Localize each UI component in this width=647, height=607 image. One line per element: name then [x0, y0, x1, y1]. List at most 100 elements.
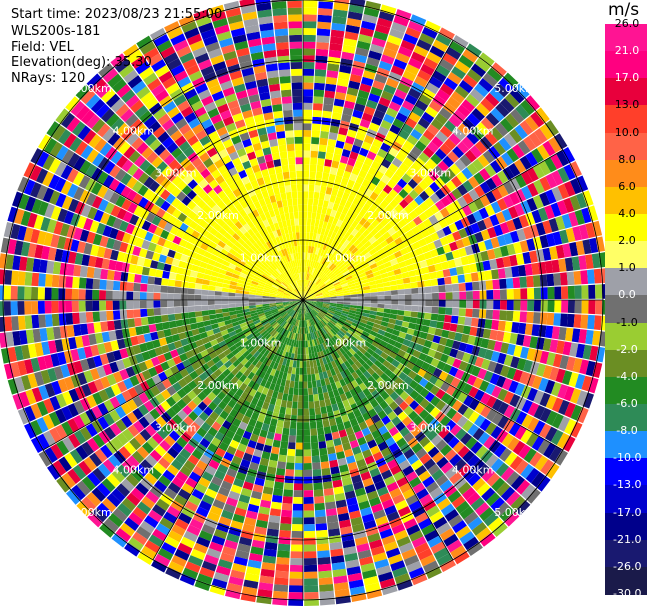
range-gate	[176, 180, 188, 191]
range-gate	[544, 379, 556, 394]
range-gate	[24, 286, 32, 300]
range-gate	[49, 427, 62, 443]
range-gate	[234, 449, 245, 459]
range-gate	[141, 220, 152, 231]
range-gate	[389, 208, 399, 218]
range-gate	[140, 317, 149, 326]
range-gate	[283, 294, 290, 298]
range-gate	[179, 465, 192, 477]
range-gate	[206, 199, 217, 209]
range-gate	[61, 472, 76, 489]
range-gate	[317, 557, 331, 565]
range-gate	[73, 156, 86, 171]
range-gate	[310, 282, 315, 289]
range-gate	[256, 324, 264, 330]
range-gate	[147, 223, 158, 234]
range-gate	[147, 316, 156, 325]
range-gate	[513, 345, 523, 358]
range-gate	[192, 406, 203, 417]
range-gate	[445, 180, 457, 192]
range-gate	[100, 268, 109, 280]
range-gate	[165, 182, 177, 193]
range-gate	[311, 137, 320, 145]
range-gate	[534, 455, 549, 471]
range-gate	[307, 289, 313, 296]
range-gate	[328, 354, 334, 362]
range-gate	[334, 588, 350, 598]
range-gate	[581, 207, 592, 224]
range-gate	[171, 476, 185, 489]
range-gate	[241, 297, 249, 300]
range-gate	[483, 370, 494, 383]
range-gate	[272, 312, 280, 317]
range-gate	[479, 194, 491, 207]
range-gate	[14, 240, 24, 256]
range-gate	[416, 488, 429, 500]
range-gate	[32, 258, 41, 273]
range-gate	[86, 437, 100, 452]
range-gate	[187, 235, 197, 245]
range-gate	[371, 340, 380, 348]
range-gate	[263, 349, 270, 357]
range-gate	[325, 208, 333, 216]
range-gate	[311, 310, 317, 316]
range-gate	[491, 187, 503, 201]
range-gate	[226, 390, 236, 399]
range-gate	[451, 307, 460, 316]
range-gate	[404, 300, 412, 306]
range-gate	[436, 522, 452, 535]
range-gate	[185, 477, 198, 489]
range-gate	[396, 437, 407, 448]
range-gate	[207, 300, 215, 305]
range-gate	[132, 531, 148, 546]
range-gate	[230, 334, 239, 341]
range-gate	[250, 312, 258, 317]
range-gate	[332, 279, 340, 285]
range-gate	[320, 130, 329, 139]
range-gate	[147, 276, 156, 285]
range-gate	[161, 211, 172, 222]
range-gate	[414, 247, 424, 256]
range-gate	[214, 332, 223, 339]
range-gate	[306, 367, 311, 375]
range-gate	[194, 305, 202, 312]
range-gate	[194, 416, 205, 427]
range-gate	[250, 244, 258, 252]
range-gate	[297, 326, 301, 334]
range-gate	[360, 506, 373, 517]
range-gate	[367, 166, 378, 176]
range-gate	[341, 310, 349, 315]
range-gate	[207, 130, 219, 141]
range-gate	[275, 325, 282, 332]
range-gate	[303, 524, 316, 532]
range-gate	[242, 350, 251, 358]
range-gate	[271, 321, 278, 328]
range-gate	[349, 173, 358, 182]
range-gate	[68, 198, 79, 213]
range-gate	[450, 424, 462, 436]
range-gate	[92, 289, 100, 300]
range-gate	[223, 279, 231, 285]
range-gate	[224, 256, 233, 263]
range-gate	[12, 255, 21, 271]
range-gate	[352, 333, 360, 340]
range-gate	[248, 418, 257, 427]
range-gate	[345, 164, 354, 173]
range-gate	[318, 329, 324, 337]
range-gate	[96, 222, 106, 235]
range-gate	[358, 226, 367, 235]
range-gate	[308, 353, 313, 361]
range-gate	[322, 419, 330, 428]
range-gate	[329, 167, 338, 176]
range-gate	[102, 459, 116, 473]
range-gate	[347, 314, 355, 320]
range-gate	[303, 89, 314, 97]
range-gate	[132, 408, 144, 420]
range-gate	[172, 355, 182, 365]
range-gate	[345, 241, 353, 250]
range-gate	[43, 398, 55, 414]
range-gate	[372, 270, 381, 277]
range-gate	[116, 84, 131, 98]
range-gate	[137, 228, 148, 240]
range-gate	[304, 306, 308, 314]
